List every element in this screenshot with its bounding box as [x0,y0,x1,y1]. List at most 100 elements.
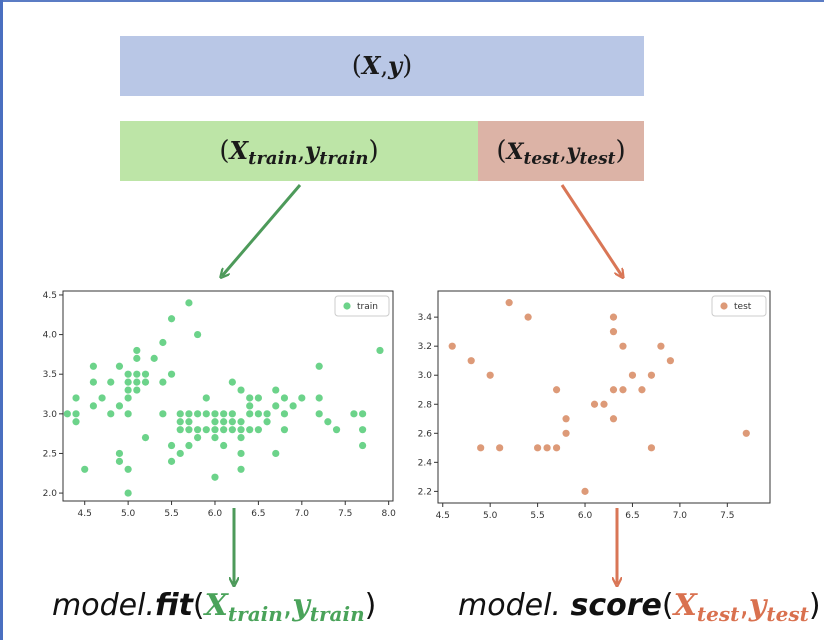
legend-marker [343,302,351,310]
x-tick-label: 5.0 [483,511,498,521]
data-point [220,410,228,418]
data-point [628,371,637,379]
data-point [220,441,228,450]
fit-caption: model.fit(Xtrain,ytrain) [52,588,377,626]
left-edge [0,0,3,640]
data-point [185,426,193,434]
data-point [237,434,245,442]
data-point [124,378,132,386]
x-tick-label: 6.0 [208,509,223,519]
data-point [107,410,115,418]
legend-box [711,295,767,317]
data-point [185,418,193,426]
data-point [562,429,570,437]
data-point [211,434,219,442]
data-point [176,418,184,426]
data-point [89,362,97,370]
data-point [72,394,80,402]
data-point [133,346,141,355]
data-point [89,378,97,386]
data-point [350,410,358,418]
y-tick-label: 2.8 [418,400,433,410]
y-tick-label: 2.5 [43,449,57,459]
data-point [524,313,532,321]
data-point [619,386,627,394]
data-point [315,362,323,370]
test-split-label: (Xtest,ytest) [496,136,626,169]
data-point [298,394,306,402]
data-point [220,426,228,434]
test-split-arrow [560,184,622,276]
data-point [237,418,245,426]
x-tick-label: 5.0 [121,509,136,519]
data-point [211,410,219,418]
y-tick-label: 3.2 [418,342,432,352]
full-dataset-bar: (X,y) [120,36,644,96]
data-point [141,434,150,442]
data-point [600,400,608,408]
data-point [280,426,289,434]
score-caption: model. score(Xtest,ytest) [458,588,821,626]
test-split-bar: (Xtest,ytest) [478,121,644,181]
data-point [115,457,124,465]
data-point [609,313,618,321]
data-point [63,410,71,418]
data-point [237,426,245,434]
data-point [237,465,245,473]
data-point [543,444,551,452]
data-point [534,444,542,452]
data-point [159,378,167,386]
data-point [272,402,280,410]
data-point [280,394,289,402]
data-point [609,386,618,394]
data-point [194,426,202,434]
data-point [211,473,219,481]
data-point [647,371,656,379]
data-point [228,410,236,418]
data-point [167,315,176,323]
x-tick-label: 7.5 [720,511,734,521]
data-point [72,410,80,418]
y-tick-label: 3.0 [43,410,58,420]
data-point [467,357,475,365]
data-point [505,299,513,307]
data-point [185,410,193,418]
data-point [246,410,254,418]
train-split-label: (Xtrain,ytrain) [219,136,379,169]
plot-frame [62,290,394,502]
x-tick-label: 6.5 [251,509,265,519]
data-point [133,354,141,362]
data-point [211,418,219,426]
data-point [211,426,219,434]
data-point [228,378,236,386]
data-point [246,402,254,410]
data-point [609,328,618,336]
data-point [280,410,289,418]
data-point [448,342,456,350]
legend-box [334,295,390,317]
data-point [237,449,245,458]
data-point [332,426,341,434]
y-tick-label: 2.0 [43,489,58,499]
x-tick-label: 7.0 [295,509,310,519]
data-point [254,426,262,434]
data-point [124,394,132,402]
data-point [176,449,184,458]
data-point [237,386,245,394]
data-point [124,465,132,473]
data-point [289,402,297,410]
data-point [159,338,167,347]
top-edge [0,0,824,2]
plot-frame [437,290,771,504]
data-point [324,418,332,426]
x-tick-label: 7.5 [338,509,352,519]
data-point [202,410,210,418]
data-point [609,415,618,423]
data-point [124,386,132,394]
train-split-arrow [222,184,302,276]
data-point [263,410,271,418]
data-point [124,410,132,418]
data-point [194,330,202,339]
train-scatter-plot: 4.5 5.0 5.5 6.0 6.5 7.0 7.5 8.0 2.0 2.5 3.0 3.5 4.0 4… [43,290,396,519]
data-point [133,378,141,386]
